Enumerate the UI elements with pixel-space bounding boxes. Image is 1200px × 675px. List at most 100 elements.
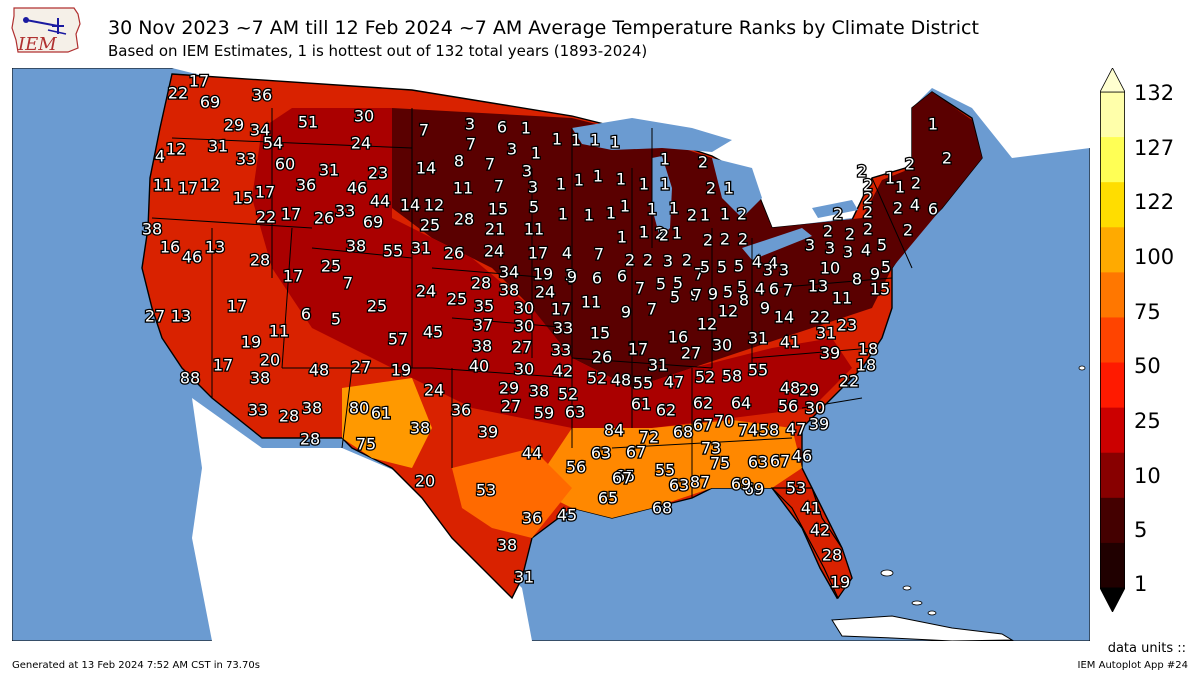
colorbar-segment [1100, 317, 1125, 364]
rank-label: 1 [606, 204, 616, 223]
rank-label: 63 [591, 444, 611, 463]
rank-label: 48 [309, 361, 329, 380]
rank-label: 73 [701, 439, 721, 458]
rank-label: 1 [593, 167, 603, 186]
rank-label: 9 [621, 303, 631, 322]
rank-label: 65 [615, 467, 635, 486]
rank-label: 5 [877, 236, 887, 255]
lake-michigan [652, 156, 672, 238]
rank-label: 5 [529, 198, 539, 217]
rank-label: 58 [722, 367, 742, 386]
rank-label: 1 [521, 119, 531, 138]
rank-label: 1 [720, 205, 730, 224]
rank-label: 22 [839, 372, 859, 391]
rank-label: 38 [410, 419, 430, 438]
colorbar-segment [1100, 272, 1125, 318]
rank-label: 52 [587, 369, 607, 388]
rank-label: 25 [367, 297, 387, 316]
rank-label: 30 [514, 360, 534, 379]
colorbar-label: 25 [1134, 409, 1161, 433]
rank-label: 4 [861, 241, 871, 260]
florida [770, 487, 853, 600]
rank-label: 3 [763, 261, 773, 280]
rank-label: 3 [843, 243, 853, 262]
rank-label: 30 [712, 336, 732, 355]
colorbar-segment [1100, 137, 1125, 183]
rank-label: 74 [738, 421, 758, 440]
rank-label: 17 [528, 244, 548, 263]
rank-label: 15 [870, 280, 890, 299]
rank-label: 31 [748, 329, 768, 348]
rank-label: 30 [805, 399, 825, 418]
rank-label: 2 [857, 162, 867, 181]
rank-label: 6 [928, 200, 938, 219]
rank-label: 2 [625, 251, 635, 270]
rank-label: 17 [255, 183, 275, 202]
rank-label: 13 [808, 277, 828, 296]
rank-label: 7 [567, 269, 577, 288]
rank-label: 19 [533, 265, 553, 284]
rank-label: 27 [145, 307, 165, 326]
rank-label: 31 [816, 324, 836, 343]
rank-label: 28 [454, 210, 474, 229]
rank-label: 42 [810, 521, 830, 540]
rank-label: 6 [769, 280, 779, 299]
rank-label: 24 [416, 282, 436, 301]
rank-label: 53 [786, 479, 806, 498]
rank-label: 2 [863, 189, 873, 208]
rank-label: 29 [799, 381, 819, 400]
rank-label: 88 [180, 369, 200, 388]
rank-label: 5 [737, 278, 747, 297]
map-subtitle: Based on IEM Estimates, 1 is hottest out… [108, 42, 648, 60]
rank-label: 2 [905, 155, 915, 174]
rank-label: 60 [275, 155, 295, 174]
rank-label: 34 [499, 263, 519, 282]
rank-label: 1 [639, 223, 649, 242]
rank-label: 26 [592, 348, 612, 367]
rank-label: 33 [236, 150, 256, 169]
rank-label: 9 [760, 299, 770, 318]
rank-label: 17 [628, 339, 648, 358]
rank-label: 14 [416, 159, 436, 178]
bahamas-islands [880, 365, 1086, 616]
colorbar-segment [1100, 92, 1125, 138]
rank-label: 7 [783, 281, 793, 300]
rank-label: 55 [748, 361, 768, 380]
rank-label: 1 [895, 178, 905, 197]
orange-tx [452, 448, 572, 538]
rank-label: 65 [598, 489, 618, 508]
rank-label: 2 [823, 222, 833, 241]
rank-label: 8 [454, 152, 464, 171]
colorbar-label: 132 [1134, 81, 1175, 105]
rank-label: 37 [473, 316, 493, 335]
rank-label: 28 [300, 430, 320, 449]
lake-ontario [812, 200, 858, 218]
rank-label: 9 [870, 265, 880, 284]
rank-label: 26 [314, 209, 334, 228]
rank-label: 67 [626, 443, 646, 462]
rank-label: 47 [664, 373, 684, 392]
rank-label: 15 [233, 189, 253, 208]
rank-label: 2 [698, 153, 708, 172]
rank-label: 11 [453, 179, 473, 198]
rank-label: 3 [465, 115, 475, 134]
rank-label: 2 [706, 179, 716, 198]
rank-label: 21 [485, 220, 505, 239]
rank-label: 69 [731, 475, 751, 494]
rank-label: 7 [485, 155, 495, 174]
rank-label: 8 [852, 270, 862, 289]
rank-label: 1 [672, 224, 682, 243]
rank-label: 9 [567, 268, 577, 287]
rank-label: 14 [774, 308, 794, 327]
rank-label: 11 [269, 322, 289, 341]
rank-label: 31 [648, 356, 668, 375]
rank-label: 29 [499, 379, 519, 398]
rank-label: 28 [250, 251, 270, 270]
rank-label: 33 [248, 401, 268, 420]
colorbar-segment [1100, 542, 1125, 589]
app-label: IEM Autoplot App #24 [1077, 660, 1188, 671]
rank-label: 55 [655, 461, 675, 480]
rank-label: 62 [693, 394, 713, 413]
rank-label: 33 [551, 341, 571, 360]
rank-label: 80 [349, 399, 369, 418]
